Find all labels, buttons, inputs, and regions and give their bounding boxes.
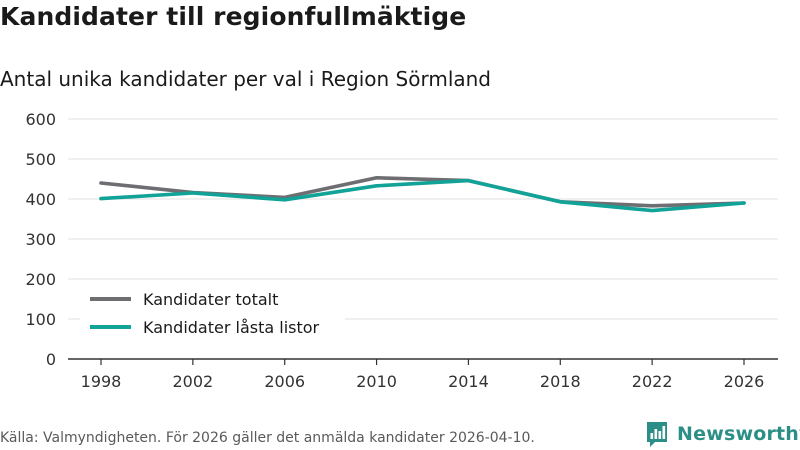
legend-background xyxy=(80,282,345,344)
y-tick-label: 300 xyxy=(25,230,56,249)
chart-title: Kandidater till regionfullmäktige xyxy=(0,2,467,31)
x-tick-label: 2010 xyxy=(356,372,397,391)
legend-label: Kandidater totalt xyxy=(143,290,278,309)
x-tick-label: 2026 xyxy=(724,372,765,391)
y-tick-label: 600 xyxy=(25,110,56,129)
x-tick-label: 2006 xyxy=(264,372,305,391)
x-tick-label: 2002 xyxy=(172,372,213,391)
legend: Kandidater totalt Kandidater låsta listor xyxy=(80,282,345,344)
newsworthy-logo-icon xyxy=(647,422,667,447)
chart-subtitle: Antal unika kandidater per val i Region … xyxy=(0,67,492,91)
source-note: Källa: Valmyndigheten. För 2026 gäller d… xyxy=(0,430,535,446)
y-tick-label: 400 xyxy=(25,190,56,209)
y-axis-ticks: 0 100 200 300 400 500 600 xyxy=(25,110,56,369)
x-axis: 1998 2002 2006 2010 2014 2018 2022 2026 xyxy=(68,358,778,391)
y-tick-label: 500 xyxy=(25,150,56,169)
x-tick-label: 2022 xyxy=(632,372,673,391)
brand-name: Newsworthy xyxy=(677,423,800,445)
y-tick-label: 0 xyxy=(46,350,56,369)
brand-logo[interactable]: Newsworthy xyxy=(645,420,800,448)
y-tick-label: 100 xyxy=(25,310,56,329)
series-line-2 xyxy=(99,178,746,213)
series-lines xyxy=(99,176,746,213)
legend-label: Kandidater låsta listor xyxy=(143,318,320,337)
y-tick-label: 200 xyxy=(25,270,56,289)
x-tick-label: 1998 xyxy=(81,372,122,391)
x-tick-label: 2018 xyxy=(540,372,581,391)
x-tick-label: 2014 xyxy=(448,372,489,391)
